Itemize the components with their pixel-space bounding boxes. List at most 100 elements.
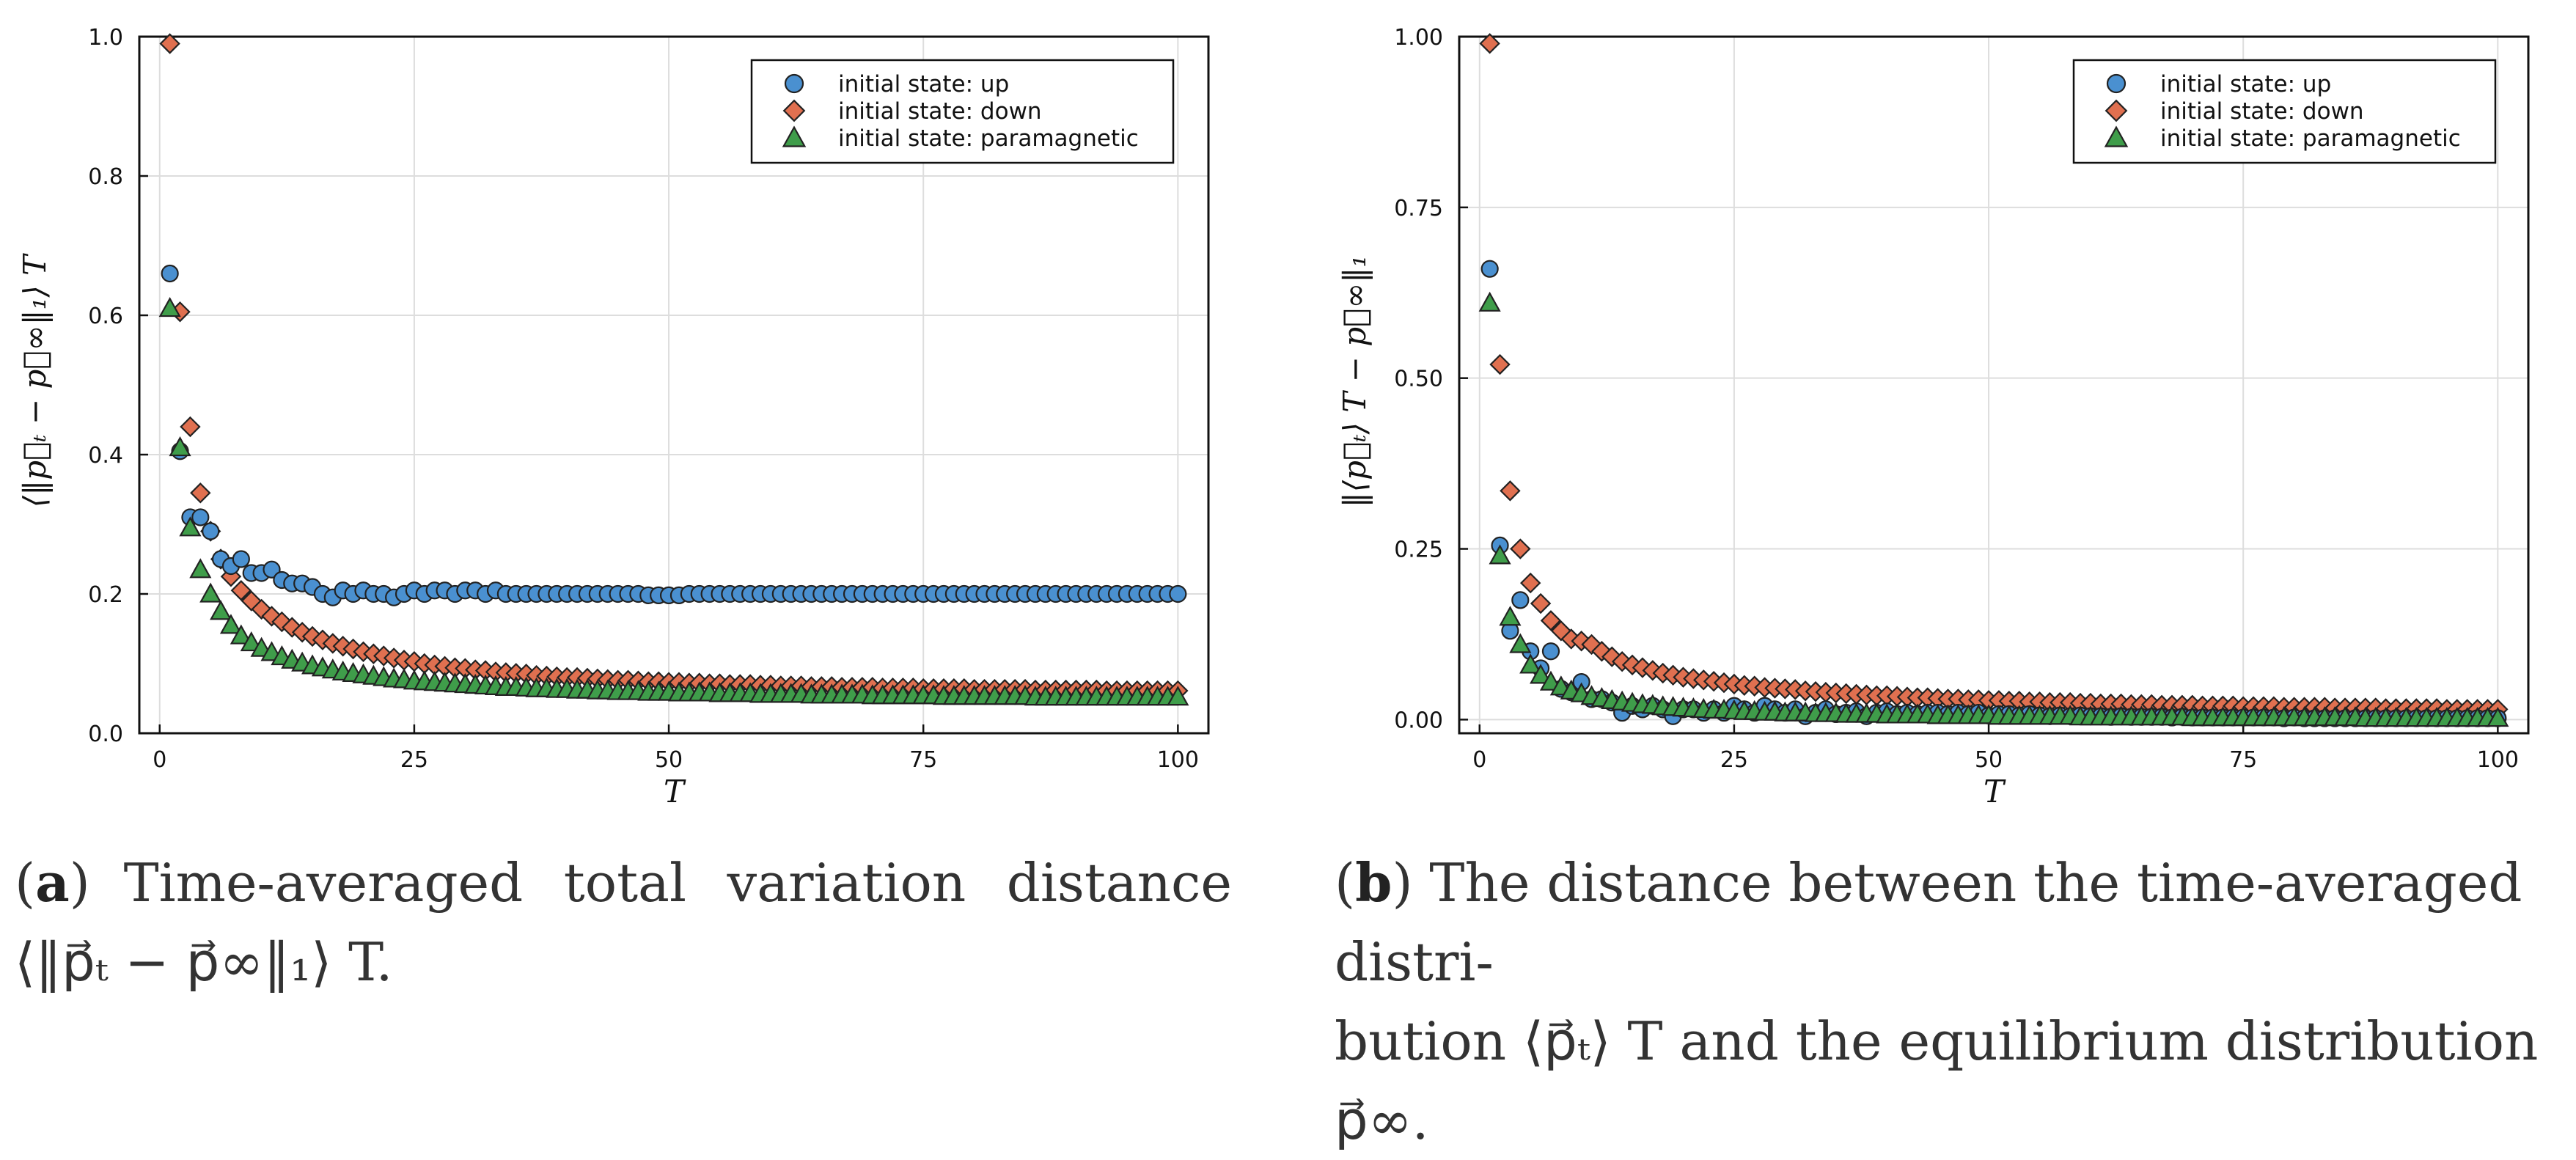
caption-b: (b) The distance between the time-averag…: [1335, 843, 2566, 1160]
b-point-triangle-4: [1519, 653, 1542, 674]
a-point-diamond-2: [180, 416, 201, 438]
a-point-diamond-0: [159, 33, 180, 54]
b-ytick-label-1: 0.25: [1394, 537, 1443, 563]
a-ytick-label-1: 0.2: [88, 582, 123, 608]
a-ylabel: ⟨‖p⃗ₜ − p⃗∞‖₁⟩ T: [17, 253, 53, 507]
b-point-circle-0: [1480, 260, 1499, 278]
caption-a-line2: ⟨‖p⃗ₜ − p⃗∞‖₁⟩ T.: [15, 931, 393, 993]
a-point-diamond-7: [230, 580, 252, 601]
a-point-diamond-8: [241, 590, 262, 612]
b-point-triangle-99: [2487, 707, 2509, 727]
caption-a-line1: (a) Time-averaged total variation distan…: [15, 843, 1232, 922]
a-point-triangle-8: [240, 631, 263, 652]
a-legend-box: [750, 59, 1175, 164]
a-xlabel: T: [664, 774, 686, 810]
b-legend-marker-0: [2106, 73, 2127, 94]
b-point-diamond-13: [1611, 651, 1633, 672]
b-series-triangle: [1478, 291, 2509, 727]
b-xtick-label-0: 0: [1472, 747, 1486, 773]
a-xtick-label-2: 50: [655, 747, 683, 773]
caption-a-word-1: Time-averaged: [123, 852, 524, 914]
a-points: [158, 33, 1189, 706]
caption-a-word-3: variation: [727, 852, 966, 914]
b-legend-label-1: initial state: down: [2160, 98, 2364, 125]
a-legend-label-0: initial state: up: [838, 71, 1009, 98]
b-point-diamond-5: [1530, 592, 1552, 614]
b-point-diamond-6: [1540, 610, 1562, 631]
a-legend-marker-0: [784, 73, 804, 94]
a-xtick-label-1: 25: [400, 747, 428, 773]
a-legend-label-2: initial state: paramagnetic: [838, 125, 1139, 152]
a-legend-label-1: initial state: down: [838, 98, 1042, 125]
b-points: [1478, 33, 2509, 727]
b-xtick-label-1: 25: [1720, 747, 1748, 773]
caption-a: (a) Time-averaged total variation distan…: [15, 843, 1232, 1002]
a-legend-marker-1: [782, 99, 806, 122]
b-ylabel: ‖⟨p⃗ₜ⟩ T − p⃗∞‖₁: [1337, 255, 1373, 507]
a-point-triangle-7: [230, 624, 252, 645]
a-point-circle-99: [1169, 584, 1187, 603]
b-legend-label-0: initial state: up: [2160, 71, 2331, 98]
b-point-triangle-2: [1499, 606, 1522, 626]
caption-b-label: b: [1355, 851, 1392, 914]
a-ytick-label-2: 0.4: [88, 443, 123, 469]
b-point-circle-3: [1511, 591, 1530, 609]
b-legend-marker-1: [2105, 99, 2128, 122]
a-xtick-label-0: 0: [153, 747, 166, 773]
b-plot-frame: [1458, 35, 2530, 735]
b-ytick-label-2: 0.50: [1394, 367, 1443, 392]
a-plot-frame: [138, 35, 1210, 735]
b-point-triangle-5: [1530, 664, 1552, 684]
b-ytick-label-3: 0.75: [1394, 196, 1443, 221]
b-point-circle-6: [1541, 642, 1560, 661]
b-point-triangle-3: [1509, 633, 1532, 653]
a-point-triangle-6: [219, 614, 243, 634]
a-point-triangle-3: [189, 558, 212, 579]
a-point-diamond-12: [282, 617, 303, 638]
a-series-triangle: [158, 297, 1189, 706]
a-point-circle-4: [202, 522, 220, 540]
b-ytick-label-0: 0.00: [1394, 708, 1443, 733]
a-point-triangle-0: [158, 297, 181, 317]
b-point-diamond-2: [1500, 480, 1521, 502]
a-xtick-label-3: 75: [909, 747, 937, 773]
b-xtick-label-3: 75: [2229, 747, 2257, 773]
b-point-diamond-0: [1479, 33, 1500, 54]
a-series-circle: [161, 264, 1187, 606]
a-point-triangle-2: [179, 516, 202, 537]
caption-a-word-4: distance: [1006, 852, 1232, 914]
b-legend-marker-2: [2104, 125, 2129, 147]
a-point-triangle-4: [199, 582, 222, 603]
caption-b-line1: (b) The distance between the time-averag…: [1335, 851, 2522, 993]
b-series-circle: [1480, 260, 2507, 727]
panel-b-chart: 0 25 50 75 100 0.00 0.25 0.50 0.75 1.00 T ‖⟨p⃗ₜ⟩ T …: [1337, 25, 2530, 810]
a-ytick-label-5: 1.0: [88, 25, 123, 51]
b-point-diamond-11: [1591, 641, 1612, 662]
a-ytick-label-3: 0.6: [88, 304, 123, 329]
b-xtick-label-2: 50: [1975, 747, 2003, 773]
a-ytick-label-0: 0.0: [88, 722, 123, 747]
caption-b-line1-text: The distance between the time-averaged d…: [1335, 852, 2522, 993]
a-point-triangle-5: [210, 600, 232, 620]
b-legend-label-2: initial state: paramagnetic: [2160, 125, 2461, 152]
caption-a-word-2: total: [563, 852, 686, 914]
a-point-circle-10: [263, 560, 281, 579]
a-xtick-label-4: 100: [1157, 747, 1199, 773]
a-point-diamond-6: [220, 566, 242, 587]
caption-a-first: (a) Time-averaged: [15, 851, 524, 914]
b-ytick-label-4: 1.00: [1394, 25, 1443, 51]
b-xtick-label-4: 100: [2477, 747, 2519, 773]
panel-a-chart: 0 25 50 75 100 0.0 0.2 0.4 0.6 0.8 1.0 T ⟨‖p⃗ₜ − p⃗∞…: [17, 25, 1210, 810]
b-point-diamond-1: [1489, 353, 1511, 375]
figure: 0 25 50 75 100 0.0 0.2 0.4 0.6 0.8 1.0 T ⟨‖p⃗ₜ − p⃗∞…: [17, 25, 2530, 810]
b-point-triangle-1: [1489, 544, 1511, 565]
a-point-triangle-99: [1167, 686, 1189, 706]
a-point-circle-3: [191, 508, 210, 526]
b-xlabel: T: [1984, 774, 2006, 810]
caption-b-line2: bution ⟨p⃗ₜ⟩ T and the equilibrium distr…: [1335, 1010, 2539, 1151]
a-point-triangle-1: [169, 436, 191, 457]
a-point-circle-7: [232, 550, 250, 568]
a-point-diamond-3: [190, 482, 211, 504]
